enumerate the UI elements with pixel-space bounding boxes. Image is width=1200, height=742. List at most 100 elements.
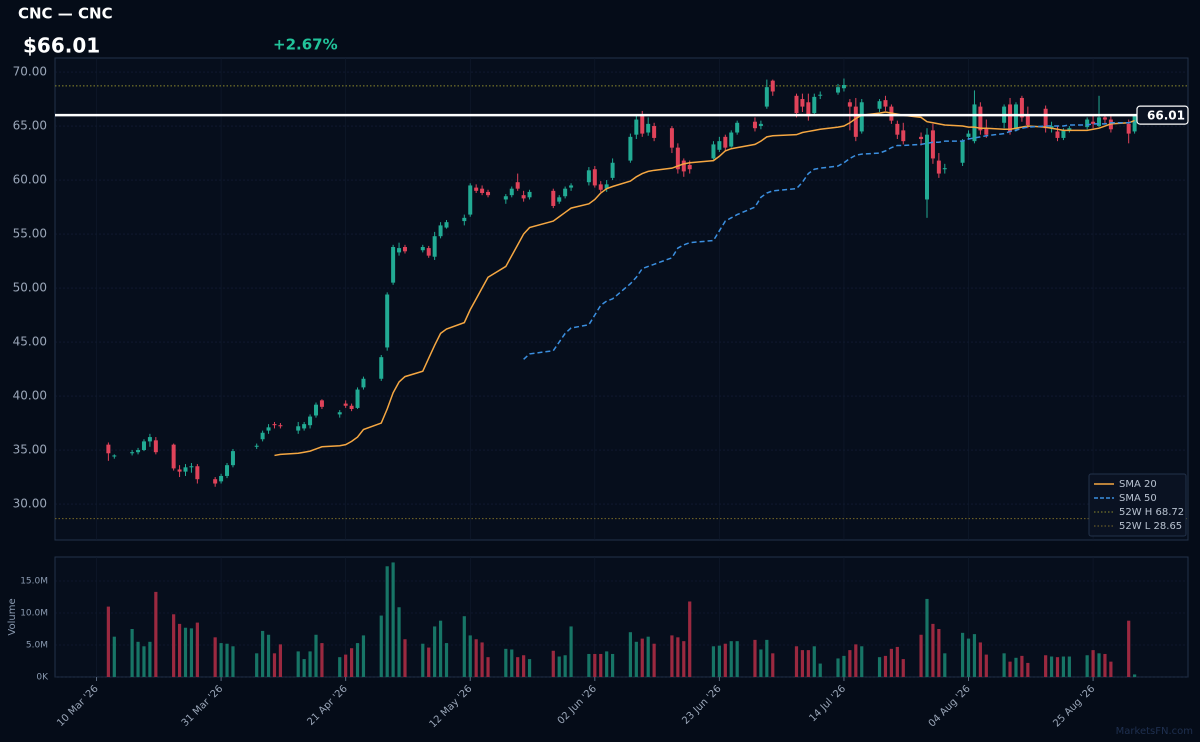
volume-bar <box>391 562 395 677</box>
candle-body <box>800 99 805 107</box>
volume-bar <box>1044 655 1048 677</box>
candle-body <box>141 441 146 451</box>
candle-body <box>646 123 651 133</box>
volume-bar <box>652 643 656 677</box>
candle-body <box>379 357 384 379</box>
y-tick-label: 65.00 <box>13 119 47 133</box>
volume-bar <box>1055 657 1060 677</box>
volume-bar <box>1103 653 1107 677</box>
candle-body <box>569 185 574 188</box>
volume-bar <box>771 653 775 677</box>
volume-bar <box>1091 650 1095 677</box>
candle-body <box>302 424 307 429</box>
volume-bar <box>486 657 490 677</box>
watermark: MarketsFN.com <box>1116 726 1193 737</box>
volume-bar <box>759 649 763 677</box>
candle-body <box>1102 117 1107 120</box>
volume-bar <box>112 636 116 677</box>
candle-body <box>272 424 277 426</box>
candle-body <box>735 122 740 133</box>
candle-body <box>723 136 728 148</box>
candle-body <box>877 101 882 109</box>
volume-bar <box>818 663 822 677</box>
candle-body <box>432 236 437 257</box>
candle-body <box>195 466 200 480</box>
y-tick-label: 55.00 <box>13 227 47 241</box>
candle-body <box>278 425 283 427</box>
volume-bar <box>640 638 644 677</box>
volume-bar <box>978 642 982 677</box>
volume-bar <box>338 657 342 677</box>
candle-body <box>486 191 491 196</box>
candle-body <box>557 197 562 202</box>
volume-bar <box>468 635 472 677</box>
volume-bar <box>516 657 520 677</box>
candle-body <box>634 119 639 135</box>
candle-body <box>604 184 609 189</box>
volume-bar <box>628 632 632 677</box>
candle-body <box>806 102 811 117</box>
volume-bar <box>474 639 478 677</box>
volume-bar <box>960 632 965 677</box>
volume-bar <box>433 626 437 677</box>
candle-body <box>640 115 645 134</box>
candle-body <box>1049 126 1054 129</box>
volume-bar <box>296 651 300 677</box>
candle-body <box>230 451 235 466</box>
candle-body <box>438 225 443 237</box>
volume-bar <box>314 634 318 677</box>
candle-body <box>681 160 686 172</box>
candle-body <box>319 400 324 407</box>
candle-body <box>130 452 135 454</box>
y-tick-label: 60.00 <box>13 173 47 187</box>
volume-bar <box>379 615 383 677</box>
volume-bar <box>154 591 158 677</box>
candle-body <box>818 94 823 96</box>
candle-body <box>1085 119 1090 128</box>
volume-bar <box>302 659 306 677</box>
price: $66.01 <box>23 34 100 58</box>
volume-bar <box>225 643 229 677</box>
volume-bar <box>854 644 858 677</box>
volume-bar <box>889 648 894 677</box>
volume-bar <box>670 635 674 677</box>
candle-body <box>474 187 479 191</box>
candle-body <box>847 102 852 107</box>
candle-body <box>669 128 674 148</box>
candle-body <box>527 191 532 198</box>
candle-body <box>711 144 716 159</box>
volume-bar <box>272 653 277 677</box>
volume-bar <box>1002 653 1006 677</box>
volume-bar <box>735 641 739 677</box>
candle-body <box>752 121 757 129</box>
candle-body <box>213 479 218 484</box>
volume-bar <box>195 622 199 677</box>
candle-body <box>343 403 348 406</box>
y-tick-label: 30.00 <box>13 497 47 511</box>
candle-body <box>652 126 657 138</box>
y-tick-label: 5.0M <box>26 641 48 651</box>
candle-body <box>521 195 526 199</box>
candle-body <box>901 130 906 142</box>
candle-body <box>770 80 775 92</box>
candle-body <box>1126 123 1131 134</box>
volume-bar <box>753 639 757 677</box>
candle-body <box>551 190 556 206</box>
volume-bar <box>1067 656 1071 677</box>
volume-bar <box>266 634 271 677</box>
volume-bar <box>1014 657 1018 677</box>
candle-body <box>171 444 176 469</box>
candle-body <box>919 136 924 139</box>
volume-bar <box>931 623 935 677</box>
y-tick-label: 15.0M <box>20 577 48 587</box>
candle-body <box>468 185 473 215</box>
volume-bar <box>462 616 466 677</box>
candle-body <box>106 444 111 454</box>
volume-bar <box>213 637 217 677</box>
volume-bar <box>717 645 721 677</box>
volume-bar <box>527 659 532 677</box>
volume-bar <box>563 655 567 677</box>
candle-body <box>462 217 467 222</box>
chart-title: CNC — CNC <box>18 5 113 23</box>
